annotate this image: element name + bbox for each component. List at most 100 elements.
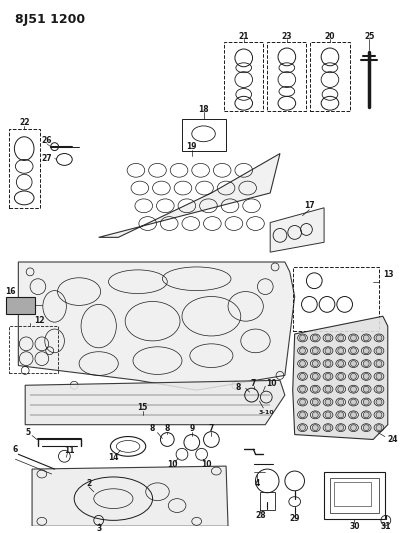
Polygon shape (270, 208, 324, 252)
Ellipse shape (300, 348, 306, 354)
Text: 14: 14 (108, 453, 119, 462)
Ellipse shape (338, 348, 344, 354)
Text: 10: 10 (266, 379, 276, 388)
Text: 7: 7 (209, 424, 214, 433)
Text: 13: 13 (383, 270, 393, 279)
Bar (224, 42, 263, 111)
Ellipse shape (376, 399, 382, 405)
Ellipse shape (376, 361, 382, 367)
Text: 19: 19 (186, 142, 197, 151)
Bar (182, 119, 226, 151)
Polygon shape (99, 154, 280, 237)
Ellipse shape (325, 361, 331, 367)
Text: 28: 28 (255, 511, 266, 520)
Polygon shape (25, 381, 285, 425)
Ellipse shape (312, 374, 318, 379)
Ellipse shape (300, 412, 306, 418)
Bar (293, 267, 379, 331)
Ellipse shape (338, 425, 344, 431)
Bar (334, 482, 371, 506)
Ellipse shape (350, 335, 356, 341)
Bar (8, 326, 58, 374)
Ellipse shape (363, 361, 369, 367)
Text: 4: 4 (255, 479, 260, 488)
Ellipse shape (300, 399, 306, 405)
Text: 23: 23 (282, 31, 292, 41)
Text: 6: 6 (13, 445, 18, 454)
Ellipse shape (376, 412, 382, 418)
Ellipse shape (325, 399, 331, 405)
Text: 29: 29 (290, 514, 300, 523)
Text: 22: 22 (19, 118, 30, 127)
Ellipse shape (363, 425, 369, 431)
Text: 24: 24 (388, 435, 398, 444)
Ellipse shape (338, 361, 344, 367)
Ellipse shape (376, 374, 382, 379)
Ellipse shape (350, 425, 356, 431)
Text: 3-10: 3-10 (258, 410, 274, 415)
Text: 8J51 1200: 8J51 1200 (15, 13, 86, 26)
Text: 17: 17 (304, 201, 315, 211)
Bar (6, 296, 35, 314)
Ellipse shape (338, 386, 344, 392)
Polygon shape (293, 316, 388, 440)
Ellipse shape (312, 348, 318, 354)
Ellipse shape (350, 348, 356, 354)
Text: 25: 25 (364, 31, 374, 41)
Ellipse shape (363, 399, 369, 405)
Text: 27: 27 (42, 154, 52, 163)
Ellipse shape (338, 412, 344, 418)
Ellipse shape (325, 386, 331, 392)
Text: 12: 12 (35, 316, 45, 325)
Text: 16: 16 (6, 287, 16, 296)
Bar (260, 492, 275, 510)
Text: 31: 31 (380, 522, 391, 531)
Ellipse shape (350, 399, 356, 405)
Ellipse shape (350, 386, 356, 392)
Ellipse shape (363, 348, 369, 354)
Ellipse shape (376, 335, 382, 341)
Text: 20: 20 (325, 31, 335, 41)
Ellipse shape (363, 412, 369, 418)
Text: 15: 15 (138, 403, 148, 413)
Ellipse shape (325, 348, 331, 354)
Ellipse shape (300, 425, 306, 431)
Bar (330, 478, 379, 513)
Ellipse shape (325, 335, 331, 341)
Ellipse shape (325, 425, 331, 431)
Ellipse shape (312, 399, 318, 405)
Ellipse shape (312, 361, 318, 367)
Ellipse shape (325, 412, 331, 418)
Text: 11: 11 (64, 446, 74, 455)
Ellipse shape (300, 335, 306, 341)
Ellipse shape (350, 361, 356, 367)
Ellipse shape (325, 374, 331, 379)
Bar (310, 42, 350, 111)
Ellipse shape (312, 412, 318, 418)
Bar (324, 472, 385, 519)
Polygon shape (18, 262, 295, 390)
Polygon shape (32, 466, 228, 526)
Text: 18: 18 (198, 104, 209, 114)
Ellipse shape (338, 335, 344, 341)
Text: 5: 5 (26, 428, 31, 437)
Text: 10: 10 (201, 459, 212, 469)
Ellipse shape (363, 374, 369, 379)
Ellipse shape (338, 399, 344, 405)
Ellipse shape (376, 348, 382, 354)
Text: 26: 26 (42, 136, 52, 145)
Text: 7: 7 (251, 379, 256, 388)
Ellipse shape (363, 386, 369, 392)
Text: 10: 10 (167, 459, 178, 469)
Text: 2: 2 (86, 479, 92, 488)
Bar (267, 42, 306, 111)
Text: 3: 3 (96, 524, 101, 533)
Ellipse shape (376, 386, 382, 392)
Ellipse shape (300, 386, 306, 392)
Text: 8: 8 (150, 424, 155, 433)
Ellipse shape (376, 425, 382, 431)
Ellipse shape (350, 374, 356, 379)
Ellipse shape (300, 374, 306, 379)
Text: 9: 9 (189, 424, 194, 433)
Ellipse shape (300, 361, 306, 367)
